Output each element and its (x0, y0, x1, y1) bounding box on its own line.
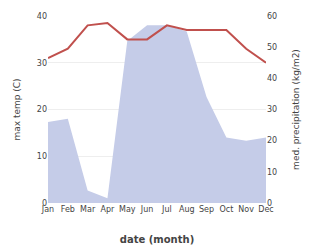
svg-text:10: 10 (267, 168, 277, 177)
svg-text:40: 40 (267, 74, 277, 83)
svg-text:Apr: Apr (101, 205, 116, 214)
svg-text:Jul: Jul (161, 205, 172, 214)
svg-text:10: 10 (37, 152, 47, 161)
svg-text:Sep: Sep (199, 205, 214, 214)
svg-text:med. precipitation (kg/m2): med. precipitation (kg/m2) (291, 49, 301, 170)
svg-text:60: 60 (267, 12, 277, 21)
svg-text:30: 30 (267, 105, 277, 114)
svg-text:Dec: Dec (258, 205, 273, 214)
svg-text:0: 0 (42, 199, 47, 208)
svg-text:May: May (119, 205, 136, 214)
svg-text:Oct: Oct (219, 205, 233, 214)
svg-text:40: 40 (37, 12, 47, 21)
svg-text:Mar: Mar (80, 205, 96, 214)
svg-text:Jan: Jan (41, 205, 54, 214)
svg-text:30: 30 (37, 59, 47, 68)
svg-text:Jun: Jun (140, 205, 154, 214)
svg-text:Aug: Aug (179, 205, 195, 214)
svg-text:Feb: Feb (61, 205, 75, 214)
svg-text:50: 50 (267, 43, 277, 52)
svg-text:20: 20 (37, 105, 47, 114)
svg-text:max temp (C): max temp (C) (12, 78, 22, 140)
svg-text:Nov: Nov (238, 205, 254, 214)
svg-text:date (month): date (month) (120, 234, 194, 245)
svg-text:20: 20 (267, 136, 277, 145)
svg-text:0: 0 (267, 199, 272, 208)
